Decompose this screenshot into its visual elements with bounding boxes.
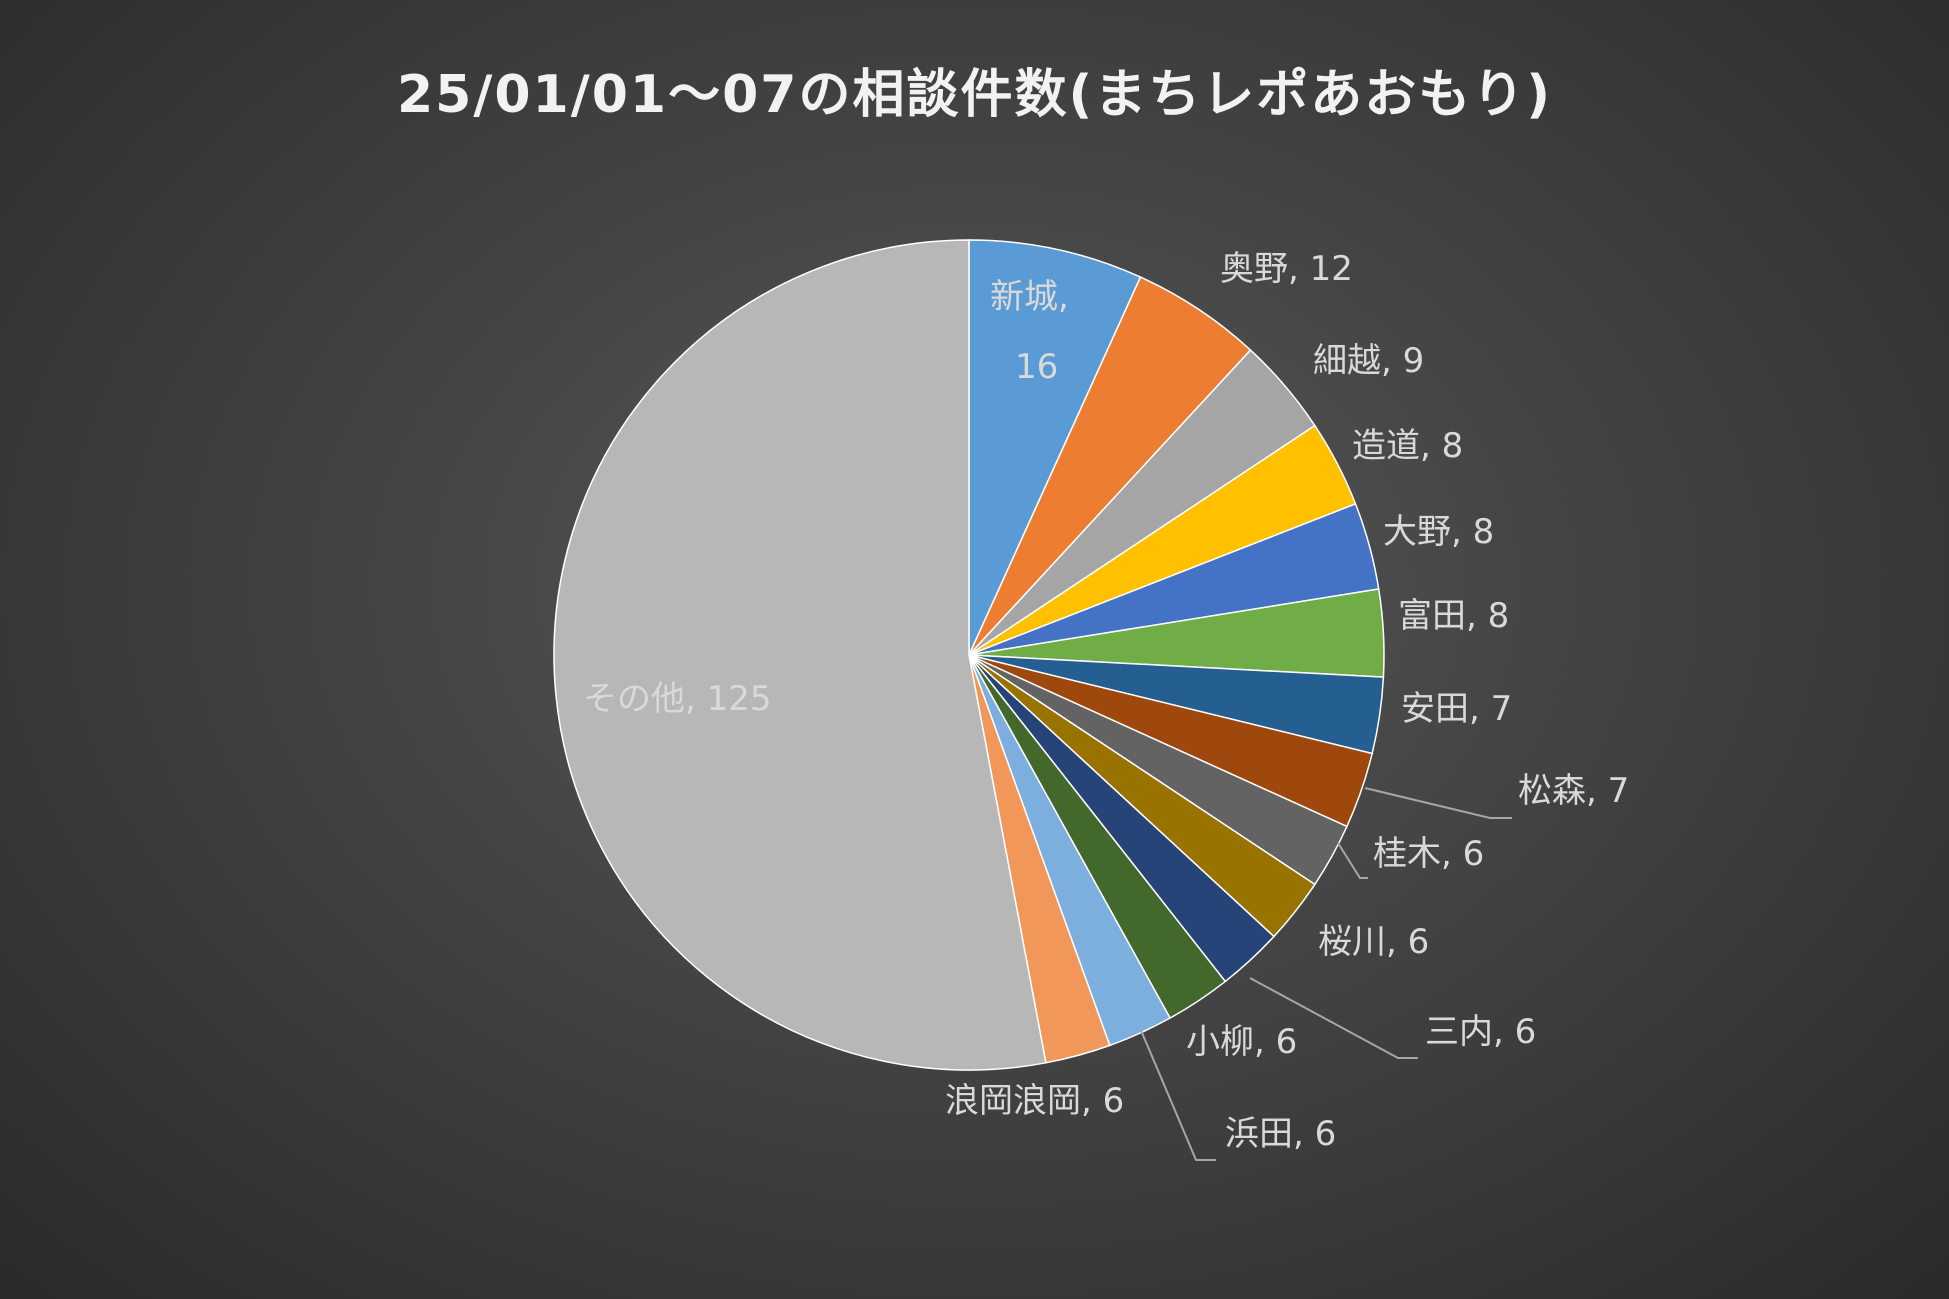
pie-slices (553, 239, 1385, 1071)
slice-label-1-value: 16 (1015, 347, 1058, 387)
slice-label-15: その他, 125 (583, 679, 772, 719)
leader-lines (1139, 787, 1512, 1161)
slice-label-2: 奥野, 12 (1220, 249, 1353, 289)
slice-label-9: 桂木, 6 (1373, 834, 1484, 874)
leader-line-11 (1249, 977, 1418, 1059)
slice-label-8: 松森, 7 (1518, 771, 1629, 811)
slice-label-3: 細越, 9 (1313, 341, 1424, 381)
slice-labels: 新城, 奥野, 12 細越, 9 造道, 8 大野, 8 富田, 8 安田, 7 松森, 7 桂… (583, 249, 1629, 1154)
slice-label-5: 大野, 8 (1383, 512, 1494, 552)
slice-label-13: 浜田, 6 (1225, 1114, 1336, 1154)
slice-label-7: 安田, 7 (1401, 689, 1512, 729)
slice-label-6: 富田, 8 (1398, 596, 1509, 636)
pie-slice-15 (553, 239, 1047, 1071)
leader-line-8 (1364, 787, 1512, 819)
slice-label-10: 桜川, 6 (1318, 922, 1429, 962)
slice-label-1: 新城, (990, 277, 1069, 317)
slice-label-12: 小柳, 6 (1186, 1022, 1297, 1062)
slice-label-4: 造道, 8 (1352, 426, 1463, 466)
pie-slice-1 (968, 239, 1142, 656)
leader-line-9 (1337, 842, 1368, 879)
chart-title: 25/01/01～07の相談件数(まちレポあおもり) (397, 65, 1552, 125)
leader-line-13 (1139, 1027, 1216, 1161)
slice-label-14: 浪岡浪岡, 6 (945, 1081, 1124, 1121)
slice-label-11: 三内, 6 (1425, 1012, 1536, 1052)
